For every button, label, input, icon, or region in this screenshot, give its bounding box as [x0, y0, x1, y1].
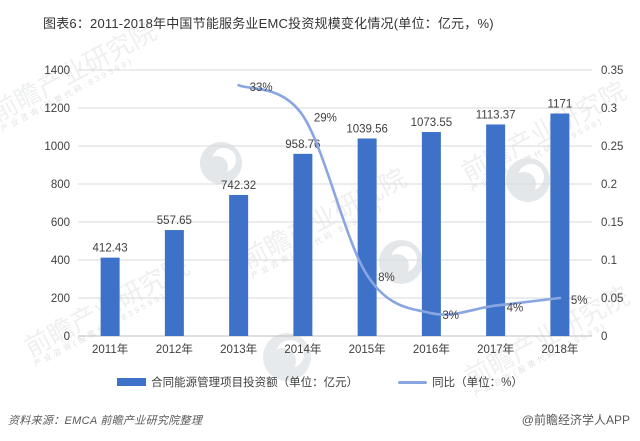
- left-axis-tick: 1200: [44, 103, 70, 115]
- x-axis-label: 2011年: [92, 342, 128, 356]
- bar-value-label: 742.32: [221, 180, 256, 192]
- x-axis-label: 2017年: [477, 342, 514, 356]
- right-axis-tick: 0.3: [601, 103, 617, 115]
- left-axis-tick: 1400: [44, 65, 70, 77]
- line-series-label: 同比（单位：%）: [432, 377, 523, 389]
- line-value-label: 4%: [507, 303, 524, 315]
- x-axis-label: 2018年: [541, 342, 578, 356]
- bar-2013年: [229, 194, 249, 336]
- right-axis-tick: 0.1: [601, 255, 617, 267]
- bar-2015年: [357, 138, 377, 336]
- bar-2016年: [421, 132, 441, 336]
- bar-value-label: 1113.37: [476, 109, 516, 121]
- credit-note: @前瞻经济学人APP: [521, 413, 630, 427]
- bar-2017年: [486, 124, 506, 336]
- chart-title: 图表6：2011-2018年中国节能服务业EMC投资规模变化情况(单位：亿元，%…: [43, 16, 494, 31]
- line-value-label: 3%: [442, 310, 459, 322]
- line-value-label: 8%: [378, 272, 395, 284]
- bar-2014年: [293, 153, 313, 336]
- right-axis-tick: 0.2: [601, 179, 617, 191]
- right-axis-tick: 0.35: [601, 65, 623, 77]
- right-axis-tick: 0.15: [601, 217, 623, 229]
- x-axis-label: 2013年: [220, 342, 257, 356]
- bar-value-label: 958.76: [285, 139, 320, 151]
- right-axis-tick: 0: [601, 331, 607, 343]
- bar-value-label: 412.43: [93, 243, 128, 255]
- right-axis-tick: 0.25: [601, 141, 623, 153]
- line-series-swatch-icon: [398, 380, 428, 384]
- left-axis-tick: 200: [51, 293, 70, 305]
- x-axis-label: 2016年: [413, 342, 450, 356]
- left-axis-tick: 1000: [44, 141, 70, 153]
- line-value-label: 29%: [314, 113, 337, 125]
- line-value-label: 5%: [571, 295, 588, 307]
- bar-value-label: 1039.56: [346, 123, 388, 135]
- legend-item-investment: 合同能源管理项目投资额（单位：亿元）: [117, 374, 358, 390]
- legend-item-yoy: 同比（单位：%）: [398, 374, 523, 390]
- source-note: 资料来源：EMCA 前瞻产业研究院整理: [8, 415, 203, 427]
- legend: 合同能源管理项目投资额（单位：亿元） 同比（单位：%）: [0, 374, 640, 390]
- left-axis-tick: 400: [51, 255, 70, 267]
- bar-series-swatch-icon: [117, 378, 147, 386]
- bar-2018年: [550, 113, 570, 336]
- left-axis-tick: 0: [64, 331, 70, 343]
- right-axis-tick: 0.05: [601, 293, 623, 305]
- yoy-line: [237, 83, 562, 316]
- x-axis-label: 2015年: [349, 342, 386, 356]
- left-axis-tick: 600: [51, 217, 70, 229]
- bar-2012年: [164, 230, 184, 336]
- line-value-label: 33%: [250, 82, 273, 94]
- bar-value-label: 1171: [548, 99, 573, 111]
- bar-series-label: 合同能源管理项目投资额（单位：亿元）: [151, 377, 359, 389]
- bar-2011年: [100, 257, 120, 336]
- x-axis-label: 2014年: [284, 342, 321, 356]
- bar-value-label: 557.65: [157, 215, 192, 227]
- x-axis-label: 2012年: [156, 342, 193, 356]
- bar-value-label: 1073.55: [411, 117, 453, 129]
- left-axis-tick: 800: [51, 179, 70, 191]
